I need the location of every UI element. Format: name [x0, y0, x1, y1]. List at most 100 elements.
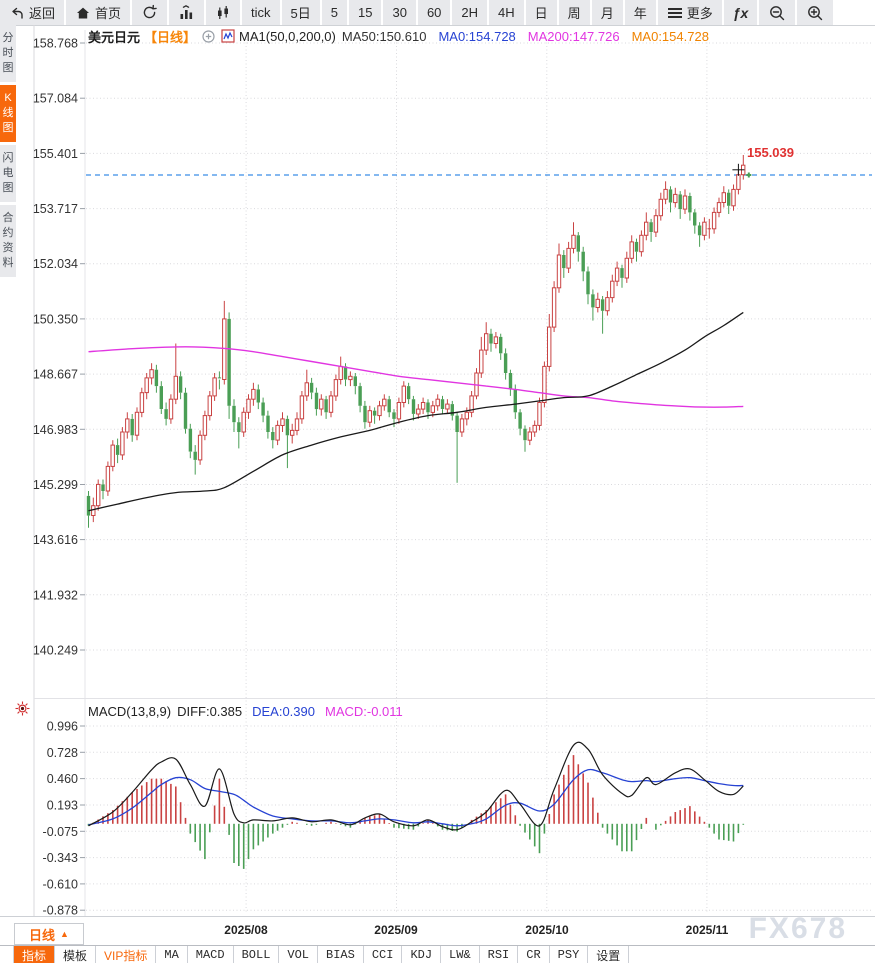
svg-text:-0.878: -0.878	[43, 904, 78, 918]
interval-5min-button[interactable]: 5	[321, 0, 347, 25]
svg-text:-0.610: -0.610	[43, 877, 78, 891]
period-selector-label: 日线	[29, 927, 56, 943]
interval-60min-button[interactable]: 60	[417, 0, 451, 25]
svg-text:0.728: 0.728	[47, 746, 78, 760]
watermark: FX678	[748, 912, 847, 945]
chart-type-sidebar: 分时图 K线图闪电图合约资料	[0, 25, 16, 277]
sidebar-item-kline-chart[interactable]: K线图	[0, 85, 16, 142]
tab-vol[interactable]: VOL	[279, 946, 319, 963]
sidebar-item-time-chart[interactable]: 分时图	[0, 25, 16, 82]
svg-text:153.717: 153.717	[33, 202, 78, 216]
chart-header: 美元日元 【日线】 MA1(50,0,200,0) MA50:150.610 MA…	[88, 28, 709, 45]
bar-chart-type-icon	[178, 4, 195, 21]
zoom-out-icon	[768, 4, 786, 22]
macd-header: MACD(13,8,9) DIFF:0.385 DEA:0.390 MACD:-…	[88, 703, 403, 719]
ma-chart-badge-icon[interactable]	[221, 29, 235, 43]
svg-text:150.350: 150.350	[33, 312, 78, 326]
tab-psy[interactable]: PSY	[550, 946, 589, 963]
ma-value-2: MA200:147.726	[527, 28, 620, 44]
tab-lw[interactable]: LW&	[441, 946, 480, 963]
ma-settings-text: MA1(50,0,200,0)	[239, 28, 336, 44]
macd-settings-icon[interactable]	[15, 701, 30, 721]
period-selector[interactable]: 日线 ▲	[14, 923, 84, 945]
tab-vip-indicators[interactable]: VIP指标	[96, 946, 157, 963]
interval-day-button[interactable]: 日	[525, 0, 557, 25]
back-icon	[9, 5, 25, 21]
macd-diff-value: DIFF:0.385	[177, 703, 243, 719]
svg-text:145.299: 145.299	[33, 478, 78, 492]
ma-value-3: MA0:154.728	[631, 28, 709, 44]
symbol-name: 美元日元	[88, 29, 141, 45]
macd-title: MACD(13,8,9)	[88, 703, 172, 719]
x-axis-row: 日线 ▲ 2025/08 2025/09 2025/10 2025/11	[0, 917, 875, 945]
interval-tick-button[interactable]: tick	[242, 0, 280, 25]
svg-text:0.193: 0.193	[47, 799, 78, 813]
back-button[interactable]: 返回	[0, 0, 65, 25]
x-axis-label-2025-08: 2025/08	[224, 923, 268, 937]
indicator-formula-button[interactable]: ƒx	[723, 0, 758, 25]
svg-text:152.034: 152.034	[33, 257, 78, 271]
svg-text:143.616: 143.616	[33, 533, 78, 547]
sidebar-item-lightning-chart[interactable]: 闪电图	[0, 145, 16, 202]
svg-text:155.401: 155.401	[33, 147, 78, 161]
interval-4h-button[interactable]: 4H	[489, 0, 524, 25]
tab-cci[interactable]: CCI	[364, 946, 403, 963]
bar-chart-type-button[interactable]	[169, 0, 205, 25]
zoom-in-button[interactable]	[797, 0, 834, 25]
more-icon	[667, 6, 683, 20]
interval-year-button[interactable]: 年	[624, 0, 656, 25]
tabbar-spacer	[0, 946, 14, 963]
home-icon	[75, 5, 91, 21]
tab-boll[interactable]: BOLL	[234, 946, 280, 963]
add-indicator-icon[interactable]	[202, 29, 215, 43]
tab-kdj[interactable]: KDJ	[402, 946, 442, 963]
interval-30min-button[interactable]: 30	[383, 0, 416, 25]
interval-week-button[interactable]: 周	[558, 0, 590, 25]
last-price-label: 155.039	[747, 145, 794, 160]
tab-ma[interactable]: MA	[156, 946, 188, 963]
tab-bias[interactable]: BIAS	[318, 946, 364, 963]
svg-text:157.084: 157.084	[33, 92, 78, 106]
svg-text:-0.343: -0.343	[43, 851, 78, 865]
tab-indicators[interactable]: 指标	[14, 946, 56, 963]
svg-text:146.983: 146.983	[33, 423, 78, 437]
x-axis-label-2025-10: 2025/10	[525, 923, 569, 937]
interval-5day-button[interactable]: 5日	[281, 0, 320, 25]
ma-values: MA50:150.610 MA0:154.728 MA200:147.726 MA0:…	[342, 29, 709, 44]
chevron-up-icon: ▲	[60, 929, 69, 939]
tab-settings[interactable]: 设置	[588, 946, 630, 963]
svg-text:158.768: 158.768	[33, 37, 78, 51]
candle-chart-type-button[interactable]	[206, 0, 241, 25]
candle-chart-type-icon	[215, 5, 231, 21]
home-button[interactable]: 首页	[66, 0, 131, 25]
interval-15min-button[interactable]: 15	[349, 0, 382, 25]
tab-templates[interactable]: 模板	[55, 946, 97, 963]
macd-macd-value: MACD:-0.011	[324, 703, 403, 719]
tab-macd[interactable]: MACD	[188, 946, 234, 963]
indicator-tabbar: 指标 模板 VIP指标 MA MACD BOLL VOL BIAS CCI KDJ LW& RSI CR…	[0, 945, 875, 963]
refresh-button[interactable]	[132, 0, 168, 25]
x-axis-label-2025-11: 2025/11	[685, 923, 729, 937]
svg-text:-0.075: -0.075	[43, 825, 78, 839]
zoom-out-button[interactable]	[759, 0, 796, 25]
period-tag: 【日线】	[144, 29, 197, 45]
more-button[interactable]: 更多	[657, 0, 722, 25]
svg-text:141.932: 141.932	[33, 588, 78, 602]
x-axis-label-2025-09: 2025/09	[374, 923, 418, 937]
tab-rsi[interactable]: RSI	[480, 946, 519, 963]
svg-text:148.667: 148.667	[33, 368, 78, 382]
interval-month-button[interactable]: 月	[591, 0, 623, 25]
refresh-icon	[141, 4, 158, 21]
svg-text:0.460: 0.460	[47, 772, 78, 786]
svg-text:0.996: 0.996	[47, 720, 78, 734]
top-toolbar: 返回 首页 tick 5日 5 15 30 60 2H 4H 日周月年更多 ƒx	[0, 0, 875, 26]
ma-value-0: MA50:150.610	[341, 28, 427, 44]
zoom-in-icon	[806, 4, 824, 22]
sidebar-item-contract-info[interactable]: 合约资料	[0, 205, 16, 277]
tab-cr[interactable]: CR	[518, 946, 550, 963]
svg-text:140.249: 140.249	[33, 644, 78, 658]
interval-2h-button[interactable]: 2H	[452, 0, 488, 25]
macd-dea-value: DEA:0.390	[252, 703, 315, 719]
